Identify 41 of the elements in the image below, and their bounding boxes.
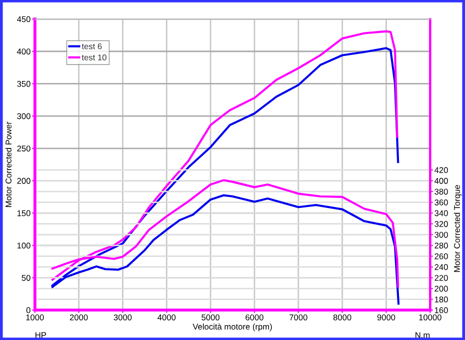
y2-tick-label: 340 — [434, 210, 448, 216]
x-tick-label: 9000 — [377, 314, 396, 320]
y-tick-label: 0 — [26, 307, 30, 314]
y2-tick-label: 180 — [434, 296, 448, 302]
x-tick-label: 2000 — [70, 314, 88, 320]
y2-tick-label: 380 — [434, 188, 448, 195]
x-axis-title: Velocità motore (rpm) — [192, 323, 272, 332]
y-tick-label: 250 — [17, 146, 30, 152]
y-tick-label: 100 — [17, 242, 30, 249]
y2-tick-label: 240 — [434, 264, 448, 270]
x-tick-label: 6000 — [246, 314, 264, 320]
y2-tick-label: 320 — [434, 221, 448, 227]
y2-tick-label: 300 — [434, 232, 448, 238]
y2-tick-label: 400 — [434, 178, 448, 184]
y2-tick-label: 220 — [434, 274, 448, 281]
y-tick-label: 300 — [17, 113, 30, 120]
x-tick-label: 3000 — [114, 314, 132, 320]
y2-axis-title: Motor Corrected Torque — [454, 185, 462, 272]
text: HP — [36, 332, 46, 338]
y-tick-label: 450 — [16, 16, 30, 22]
legend-label: test 10 — [82, 54, 106, 60]
x-tick-label: 10000 — [419, 314, 442, 320]
y-tick-label: 350 — [17, 80, 30, 87]
y-tick-label: 200 — [17, 178, 30, 184]
x-tick-label: 5000 — [202, 314, 220, 320]
y-tick-label: 50 — [22, 274, 30, 281]
x-tick-label: 8000 — [333, 314, 352, 320]
y2-tick-label: 160 — [434, 307, 448, 314]
y-tick-label: 150 — [17, 210, 30, 216]
y2-tick-label: 420 — [434, 167, 448, 174]
legend-label: test 6 — [82, 43, 102, 50]
y2-tick-label: 280 — [434, 242, 448, 249]
x-tick-label: 4000 — [158, 314, 176, 320]
y2-tick-label: 200 — [434, 286, 448, 292]
x-tick-label: 7000 — [290, 314, 308, 320]
y2-tick-label: 260 — [434, 253, 448, 260]
x-tick-label: 1000 — [26, 314, 44, 320]
text: N.m — [416, 332, 430, 338]
y-axis-title: Motor Corrected Power — [5, 122, 12, 207]
y-tick-label: 400 — [16, 48, 30, 54]
y2-tick-label: 360 — [434, 199, 448, 206]
